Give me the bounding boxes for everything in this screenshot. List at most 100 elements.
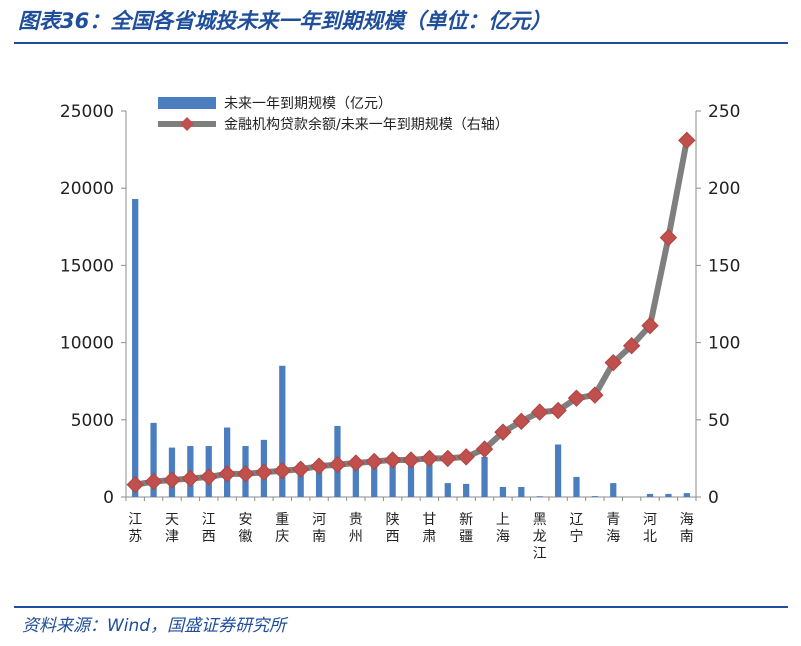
bar xyxy=(426,461,433,497)
x-axis-category-label: 南 xyxy=(680,529,694,545)
x-axis-category-label: 津 xyxy=(165,529,179,545)
line-point-marker xyxy=(475,440,494,458)
x-axis-category-label: 安 xyxy=(239,512,253,528)
bar xyxy=(371,459,378,497)
line-point-marker xyxy=(512,412,531,431)
x-axis-category-label: 庆 xyxy=(275,529,289,545)
bar xyxy=(573,476,580,497)
x-axis-category-label: 宁 xyxy=(569,528,583,545)
right-axis-tick-label: 200 xyxy=(708,179,740,199)
source-note: 资料来源：Wind，国盛证券研究所 xyxy=(22,616,287,636)
line-point-marker xyxy=(678,131,696,150)
bar xyxy=(407,459,415,497)
x-axis-category-label: 徽 xyxy=(239,529,253,545)
line-point-marker xyxy=(365,452,383,471)
bar xyxy=(224,427,231,497)
bar xyxy=(463,483,470,497)
bar xyxy=(646,493,654,497)
line-point-marker xyxy=(255,463,273,482)
x-axis-category-label: 龙 xyxy=(533,529,547,545)
line-point-marker xyxy=(273,462,291,480)
line-point-marker xyxy=(126,475,144,494)
x-axis-category-label: 上 xyxy=(496,512,510,528)
x-axis-category-label: 辽 xyxy=(569,512,583,528)
x-axis-category-label: 新 xyxy=(459,512,473,528)
line-point-marker xyxy=(494,423,512,441)
line-point-marker xyxy=(310,457,328,475)
left-axis-tick-label: 15000 xyxy=(60,256,114,276)
legend-bar-label: 未来一年到期规模（亿元） xyxy=(224,96,392,112)
bar xyxy=(591,496,598,497)
bar xyxy=(554,444,562,497)
bar xyxy=(610,483,617,497)
left-axis-tick-label: 20000 xyxy=(60,179,114,199)
bar xyxy=(279,365,286,497)
line-point-marker xyxy=(144,472,163,491)
left-axis-tick-label: 10000 xyxy=(60,334,114,354)
x-axis-category-label: 贵 xyxy=(349,512,363,528)
x-axis-category-label: 海 xyxy=(606,529,620,545)
right-axis-tick-label: 250 xyxy=(708,102,740,122)
x-axis-category-label: 疆 xyxy=(459,529,473,545)
line-point-marker xyxy=(659,228,678,247)
line-point-marker xyxy=(567,389,586,407)
x-axis-category-label: 江 xyxy=(128,512,142,528)
line-point-marker xyxy=(531,403,549,421)
line-point-marker xyxy=(420,449,439,468)
line-point-marker xyxy=(402,451,420,469)
x-axis-category-label: 河 xyxy=(312,512,326,528)
x-axis-category-label: 西 xyxy=(386,529,400,545)
combo-chart: 0 5000 10000 15000 20000 25000 0 50 100 150 200 250… xyxy=(60,96,741,562)
x-axis-category-label: 海 xyxy=(680,512,694,528)
x-axis-category-label: 青 xyxy=(606,512,620,528)
line-point-marker xyxy=(163,471,181,489)
left-axis-tick-label: 25000 xyxy=(60,102,114,122)
line-point-marker xyxy=(604,353,622,372)
line-point-marker xyxy=(328,455,347,474)
title-divider xyxy=(14,42,788,44)
line-point-marker xyxy=(181,469,200,488)
bar xyxy=(518,486,525,497)
bar xyxy=(150,422,157,497)
right-axis-tick-label: 0 xyxy=(708,488,719,508)
line-point-marker xyxy=(200,468,218,486)
legend-bar-swatch xyxy=(158,97,216,109)
bar xyxy=(297,463,304,497)
line-point-marker xyxy=(291,460,310,478)
x-axis-category-label: 苏 xyxy=(128,529,142,545)
line-point-marker xyxy=(236,465,255,483)
x-axis-category-label: 河 xyxy=(643,512,657,528)
x-axis-category-label: 西 xyxy=(202,529,216,545)
footer-divider xyxy=(14,606,788,608)
bar xyxy=(499,486,507,497)
line-point-marker xyxy=(218,465,236,483)
bar xyxy=(315,461,323,497)
line-point-marker xyxy=(641,316,659,335)
x-axis-category-label: 海 xyxy=(496,529,510,545)
x-axis-category-label: 北 xyxy=(643,529,657,545)
x-axis-category-label: 肃 xyxy=(422,529,436,545)
right-axis-tick-label: 150 xyxy=(708,256,740,276)
bar xyxy=(536,496,543,497)
bar xyxy=(389,463,396,497)
x-axis-category-label: 黑 xyxy=(533,512,547,528)
bar xyxy=(132,199,139,497)
bar xyxy=(352,458,359,497)
x-axis-category-label: 江 xyxy=(533,546,547,562)
left-axis-tick-label: 5000 xyxy=(71,411,114,431)
x-axis-category-label: 甘 xyxy=(422,512,436,528)
bar xyxy=(481,456,488,497)
right-axis-tick-label: 100 xyxy=(708,334,740,354)
x-axis-category-label: 陕 xyxy=(386,512,400,528)
line-point-marker xyxy=(622,336,641,355)
x-axis-category-label: 南 xyxy=(312,529,326,545)
line-point-marker xyxy=(383,451,402,469)
x-axis-category-label: 江 xyxy=(202,512,216,528)
line-point-marker xyxy=(549,401,567,420)
bar xyxy=(665,493,672,497)
line-point-marker xyxy=(347,454,365,472)
x-axis-category-label: 天 xyxy=(165,512,179,528)
x-axis-category-label: 州 xyxy=(349,529,363,545)
bar xyxy=(444,483,451,497)
series-line xyxy=(132,137,690,488)
